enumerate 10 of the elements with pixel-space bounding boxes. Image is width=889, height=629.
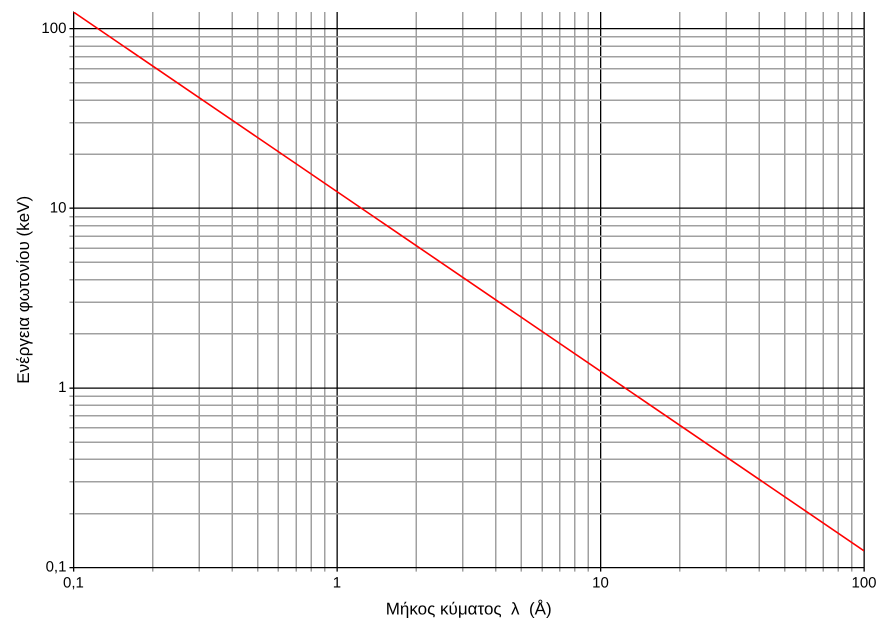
x-tick-label: 1: [332, 574, 342, 592]
x-tick-label: 10: [592, 574, 609, 592]
y-tick-label: 100: [41, 20, 66, 37]
x-tick-label: 100: [851, 574, 877, 592]
y-tick-label: 1: [58, 379, 66, 396]
y-tick-label: 10: [50, 200, 66, 217]
x-tick-label: 0,1: [62, 574, 84, 592]
y-tick-label: 0,1: [46, 558, 66, 576]
y-axis-title: Ενέργεια φωτονίου (keV): [14, 196, 33, 384]
x-axis-title: Μήκος κύματος λ (Å): [386, 599, 552, 618]
